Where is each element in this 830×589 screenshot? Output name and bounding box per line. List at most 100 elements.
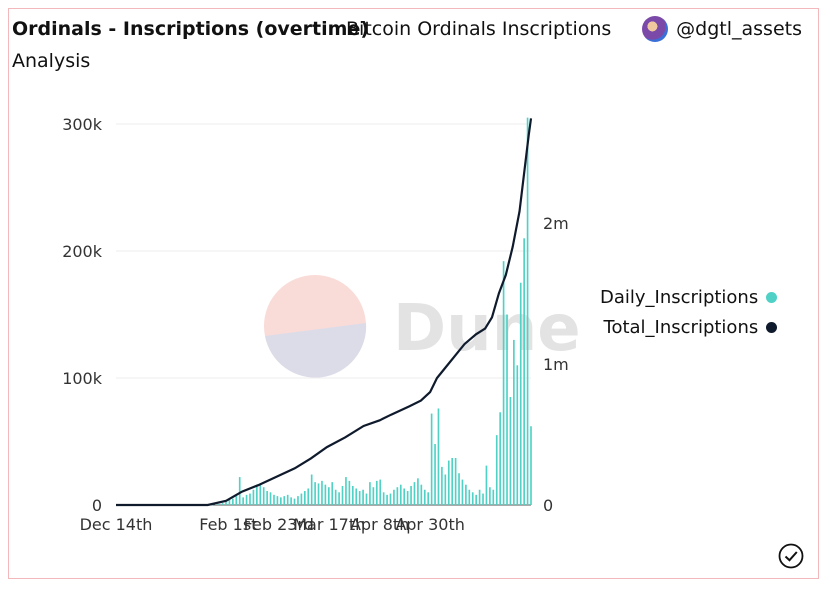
bar-daily-inscriptions xyxy=(403,488,406,505)
bar-daily-inscriptions xyxy=(242,497,244,505)
bar-daily-inscriptions xyxy=(310,474,313,505)
bar-daily-inscriptions xyxy=(523,238,525,506)
bar-daily-inscriptions xyxy=(526,117,529,506)
y-right-tick-label: 0 xyxy=(543,496,553,515)
bar-daily-inscriptions xyxy=(341,485,344,505)
y-right-tick-label: 1m xyxy=(543,355,569,374)
chart-subtitle: Bitcoin Ordinals Inscriptions xyxy=(346,18,612,40)
bar-daily-inscriptions xyxy=(266,491,268,505)
bar-daily-inscriptions xyxy=(375,480,378,505)
chart-title[interactable]: Ordinals - Inscriptions (overtime) xyxy=(12,18,370,40)
bar-daily-inscriptions xyxy=(437,408,440,505)
y-left-tick-label: 200k xyxy=(62,242,103,261)
bar-daily-inscriptions xyxy=(245,494,248,505)
bar-daily-inscriptions xyxy=(365,493,368,505)
bar-daily-inscriptions xyxy=(362,489,364,505)
bar-daily-inscriptions xyxy=(348,480,351,505)
bar-daily-inscriptions xyxy=(441,466,443,505)
bar-daily-inscriptions xyxy=(382,492,385,505)
bar-daily-inscriptions xyxy=(513,339,515,505)
chart-card xyxy=(8,8,819,579)
bar-daily-inscriptions xyxy=(468,489,471,505)
dune-watermark-text: Dune xyxy=(393,292,581,366)
bar-daily-inscriptions xyxy=(252,489,255,505)
bar-daily-inscriptions xyxy=(430,413,433,505)
bar-daily-inscriptions xyxy=(297,496,299,505)
bar-daily-inscriptions xyxy=(369,482,371,505)
bar-daily-inscriptions xyxy=(399,484,402,505)
bar-daily-inscriptions xyxy=(427,492,430,505)
avatar xyxy=(642,16,669,42)
bar-daily-inscriptions xyxy=(530,426,532,505)
bar-daily-inscriptions xyxy=(269,492,272,505)
dune-watermark: Dune xyxy=(264,275,581,378)
bar-daily-inscriptions xyxy=(218,503,220,505)
dune-logo-lower-half-icon xyxy=(265,323,367,378)
bar-daily-inscriptions xyxy=(444,474,447,505)
bar-daily-inscriptions xyxy=(249,493,251,505)
bar-daily-inscriptions xyxy=(307,488,310,505)
bar-daily-inscriptions xyxy=(300,493,303,505)
bar-daily-inscriptions xyxy=(417,478,419,505)
bar-daily-inscriptions xyxy=(228,499,231,505)
bar-daily-inscriptions xyxy=(327,487,330,505)
legend-item-total[interactable]: Total_Inscriptions xyxy=(600,312,778,342)
bar-daily-inscriptions xyxy=(331,482,334,505)
bar-daily-inscriptions xyxy=(314,482,316,505)
bar-daily-inscriptions xyxy=(506,314,508,505)
y-left-tick-label: 300k xyxy=(62,115,103,134)
x-tick-label: Dec 14th xyxy=(80,515,153,534)
legend-dot-daily xyxy=(766,291,778,303)
bar-daily-inscriptions xyxy=(516,365,519,505)
bar-daily-inscriptions xyxy=(317,483,320,505)
legend-item-daily[interactable]: Daily_Inscriptions xyxy=(600,282,778,312)
bar-daily-inscriptions xyxy=(471,492,474,505)
bar-daily-inscriptions xyxy=(495,435,498,505)
bar-daily-inscriptions xyxy=(454,458,457,505)
bar-daily-inscriptions xyxy=(519,282,522,505)
bar-daily-inscriptions xyxy=(406,491,409,505)
bar-daily-inscriptions xyxy=(379,479,382,505)
bar-daily-inscriptions xyxy=(232,498,234,505)
bar-daily-inscriptions xyxy=(303,491,306,505)
bar-daily-inscriptions xyxy=(386,494,388,505)
chart-legend: Daily_Inscriptions Total_Inscriptions xyxy=(600,282,778,342)
bar-daily-inscriptions xyxy=(235,496,238,505)
bar-daily-inscriptions xyxy=(214,504,217,505)
bar-daily-inscriptions xyxy=(259,483,262,505)
bar-daily-inscriptions xyxy=(482,493,484,505)
bar-daily-inscriptions xyxy=(499,412,501,505)
bar-daily-inscriptions xyxy=(389,493,392,505)
bar-daily-inscriptions xyxy=(225,501,227,505)
author-link[interactable]: @dgtl_assets xyxy=(642,16,802,42)
bar-daily-inscriptions xyxy=(492,489,495,505)
bar-daily-inscriptions xyxy=(256,484,258,505)
check-circle-icon[interactable] xyxy=(778,543,804,569)
bar-daily-inscriptions xyxy=(509,397,512,505)
bar-daily-inscriptions xyxy=(410,485,412,505)
bar-daily-inscriptions xyxy=(502,261,505,505)
bar-daily-inscriptions xyxy=(423,489,426,505)
chart-subtitle-continued: Analysis xyxy=(12,50,91,72)
bar-daily-inscriptions xyxy=(475,494,477,505)
x-tick-label: Feb 1st xyxy=(199,515,257,534)
y-left-tick-label: 0 xyxy=(92,496,102,515)
y-right-tick-label: 2m xyxy=(543,214,569,233)
bar-daily-inscriptions xyxy=(393,489,395,505)
bar-daily-inscriptions xyxy=(358,491,361,505)
author-handle: @dgtl_assets xyxy=(676,18,802,40)
x-tick-label: Apr 30th xyxy=(395,515,465,534)
bar-daily-inscriptions xyxy=(489,487,491,505)
bar-daily-inscriptions xyxy=(485,465,488,505)
x-tick-label: Apr 8th xyxy=(350,515,409,534)
bar-daily-inscriptions xyxy=(420,484,423,505)
y-left-tick-label: 100k xyxy=(62,369,103,388)
bar-daily-inscriptions xyxy=(372,487,375,505)
bar-daily-inscriptions xyxy=(280,497,282,505)
legend-dot-total xyxy=(766,321,778,333)
bar-daily-inscriptions xyxy=(355,488,358,505)
bar-daily-inscriptions xyxy=(276,496,279,505)
series-line-total-inscriptions xyxy=(116,118,533,507)
bar-daily-inscriptions xyxy=(273,494,275,505)
bar-daily-inscriptions xyxy=(413,482,416,505)
